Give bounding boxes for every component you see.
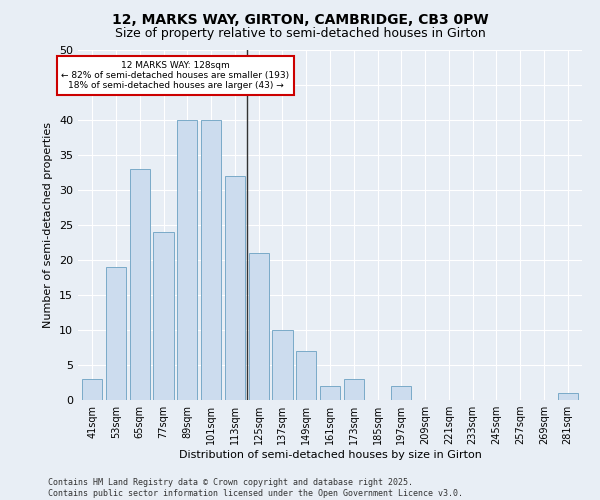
Text: Size of property relative to semi-detached houses in Girton: Size of property relative to semi-detach…	[115, 28, 485, 40]
Text: 12, MARKS WAY, GIRTON, CAMBRIDGE, CB3 0PW: 12, MARKS WAY, GIRTON, CAMBRIDGE, CB3 0P…	[112, 12, 488, 26]
Text: 12 MARKS WAY: 128sqm
← 82% of semi-detached houses are smaller (193)
18% of semi: 12 MARKS WAY: 128sqm ← 82% of semi-detac…	[61, 60, 290, 90]
Bar	[248, 253, 269, 400]
Bar	[130, 169, 150, 400]
Bar	[296, 351, 316, 400]
Bar	[201, 120, 221, 400]
Bar	[557, 393, 578, 400]
Bar	[106, 267, 126, 400]
Y-axis label: Number of semi-detached properties: Number of semi-detached properties	[43, 122, 53, 328]
Bar	[344, 379, 364, 400]
Bar	[272, 330, 293, 400]
Text: Contains HM Land Registry data © Crown copyright and database right 2025.
Contai: Contains HM Land Registry data © Crown c…	[48, 478, 463, 498]
X-axis label: Distribution of semi-detached houses by size in Girton: Distribution of semi-detached houses by …	[179, 450, 481, 460]
Bar	[154, 232, 173, 400]
Bar	[225, 176, 245, 400]
Bar	[320, 386, 340, 400]
Bar	[82, 379, 103, 400]
Bar	[391, 386, 412, 400]
Bar	[177, 120, 197, 400]
